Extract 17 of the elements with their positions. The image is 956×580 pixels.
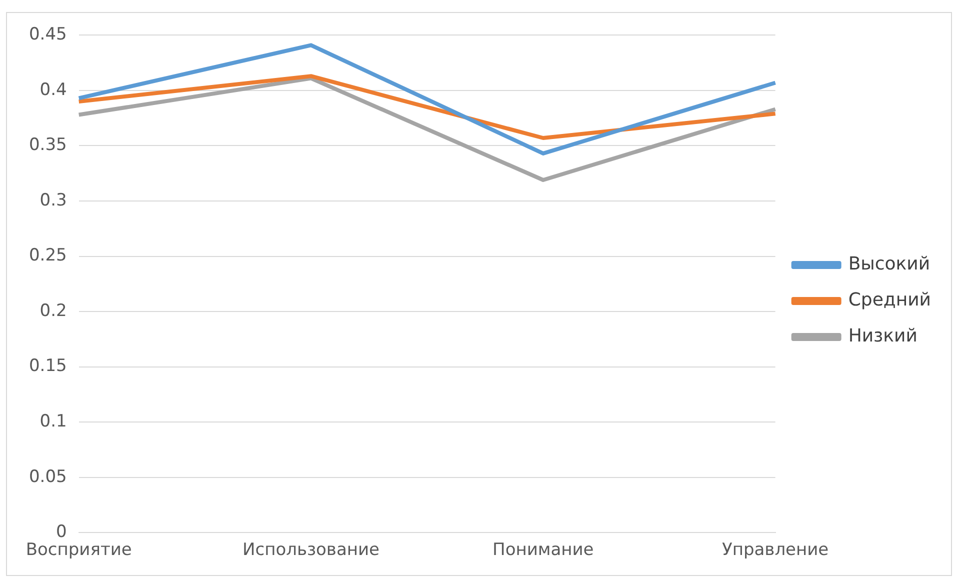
y-tick-label: 0.2: [40, 300, 67, 321]
y-tick-label: 0.05: [28, 466, 67, 487]
legend-label: Высокий: [848, 254, 930, 275]
legend-label: Средний: [848, 290, 932, 311]
y-tick-label: 0.45: [28, 24, 67, 45]
y-tick-label: 0.3: [40, 190, 67, 210]
y-tick-label: 0.1: [40, 411, 67, 432]
y-tick-label: 0.4: [40, 80, 67, 100]
legend-label: Низкий: [848, 326, 918, 347]
x-tick-label: Понимание: [492, 540, 594, 560]
y-tick-label: 0.15: [28, 356, 67, 376]
y-tick-label: 0.35: [28, 135, 67, 156]
x-tick-label: Управление: [722, 540, 829, 560]
y-tick-label: 0.25: [28, 246, 67, 266]
y-tick-label: 0: [56, 522, 67, 542]
x-tick-label: Восприятие: [26, 540, 132, 560]
x-tick-label: Использование: [242, 540, 380, 560]
